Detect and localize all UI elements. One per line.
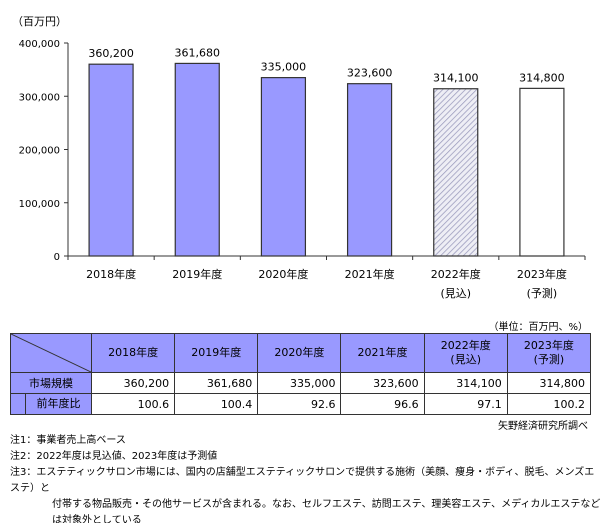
header-line: (予測) — [533, 353, 565, 366]
cell: 96.6 — [340, 393, 425, 415]
column-header: 2020年度 — [257, 333, 342, 373]
note: 注1：事業者売上高ベース — [10, 435, 126, 446]
source-label: 矢野経済研究所調べ — [498, 421, 588, 432]
corner-cell — [10, 333, 92, 373]
notes: 注1：事業者売上高ベース 注2：2022年度は見込値、2023年度は予測値 注3… — [10, 433, 602, 523]
table-row: 前年度比 100.6 100.4 92.6 96.6 97.1 100.2 — [10, 393, 592, 415]
data-label: 314,100 — [433, 72, 479, 85]
cell: 361,680 — [174, 372, 259, 394]
header-line: (見込) — [450, 353, 481, 366]
x-tick-label: 2021年度 — [345, 267, 395, 281]
y-tick-label: 200,000 — [19, 146, 60, 157]
cell: 100.4 — [174, 393, 259, 415]
cell: 92.6 — [257, 393, 342, 415]
bar — [88, 63, 134, 257]
data-label: 314,800 — [519, 71, 565, 84]
table-header-row: 2018年度 2019年度 2020年度 2021年度 2022年度 (見込) 2023年度… — [10, 333, 592, 373]
data-label: 360,200 — [88, 47, 134, 60]
header-line: 2023年度 — [523, 339, 574, 352]
column-header: 2018年度 — [90, 333, 176, 373]
cell: 314,100 — [423, 372, 508, 394]
y-unit-label: （百万円） — [12, 15, 67, 28]
cell: 314,800 — [506, 372, 592, 394]
x-tick-label: 2022年度 — [431, 267, 481, 281]
column-header: 2022年度 (見込) — [423, 333, 508, 373]
y-tick-label: 300,000 — [19, 92, 60, 103]
x-tick-label: 2023年度 — [517, 267, 567, 281]
x-tick-label: 2018年度 — [86, 267, 136, 281]
column-header: 2019年度 — [174, 333, 259, 373]
row-header: 市場規模 — [10, 372, 92, 394]
bar — [260, 77, 307, 257]
column-header: 2023年度 (予測) — [506, 333, 592, 373]
cell: 100.6 — [90, 393, 176, 415]
column-header: 2021年度 — [340, 333, 425, 373]
y-tick-label: 100,000 — [19, 199, 60, 210]
header-line: 2022年度 — [440, 339, 491, 352]
header-line: 2019年度 — [191, 346, 242, 359]
table-row: 市場規模 360,200 361,680 335,000 323,600 314,100… — [10, 372, 592, 394]
row-header: 前年度比 — [25, 394, 91, 414]
x-tick-label: (見込) — [440, 287, 471, 300]
header-line: 2020年度 — [274, 346, 325, 359]
header-line: 2018年度 — [108, 346, 159, 359]
y-tick-label: 400,000 — [19, 39, 60, 50]
x-tick-label: (予測) — [527, 286, 558, 300]
bar — [174, 62, 220, 257]
x-tick-label: 2019年度 — [172, 267, 222, 281]
x-tick-label: 2020年度 — [258, 267, 308, 281]
header-line: 2021年度 — [357, 346, 408, 359]
data-table: 2018年度 2019年度 2020年度 2021年度 2022年度 (見込) 2023年度… — [10, 333, 592, 415]
cell: 97.1 — [423, 393, 508, 415]
note: 付帯する物品販売・その他サービスが含まれる。なお、セルフエステ、訪問エステ、理美… — [52, 499, 601, 523]
data-label: 361,680 — [175, 46, 221, 59]
row-header-cell: 前年度比 — [10, 393, 92, 415]
data-label: 323,600 — [347, 67, 393, 80]
y-tick-label: 0 — [54, 252, 60, 263]
note: 注3：エステティックサロン市場には、国内の店舗型エステティックサロンで提供する施… — [10, 467, 595, 494]
bar-chart: 0 100,000 200,000 300,000 400,000 360,200 2018… — [19, 39, 586, 300]
cell: 100.2 — [506, 393, 592, 415]
cell: 335,000 — [257, 372, 342, 394]
bar — [519, 87, 565, 257]
cell: 360,200 — [90, 372, 176, 394]
table-unit: （単位：百万円、%） — [488, 322, 588, 333]
bar — [346, 83, 393, 257]
data-label: 335,000 — [261, 61, 307, 74]
bar — [433, 88, 479, 257]
note: 注2：2022年度は見込値、2023年度は予測値 — [10, 451, 218, 462]
cell: 323,600 — [340, 372, 425, 394]
